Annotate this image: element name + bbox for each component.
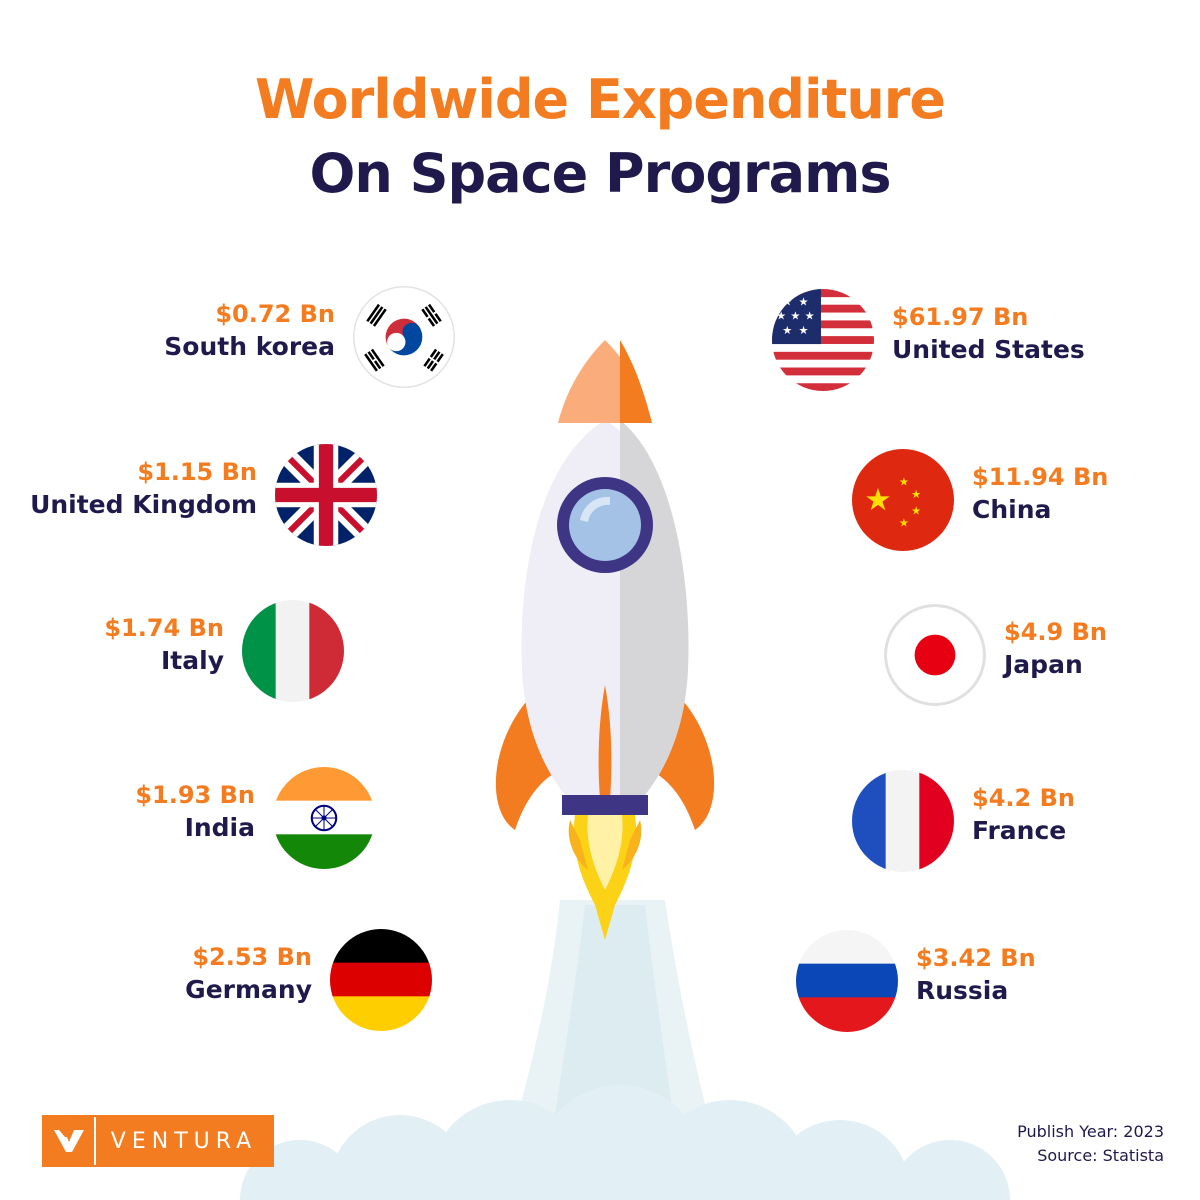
value-label: $1.15 Bn [137, 458, 257, 486]
country-label: India [184, 813, 255, 842]
svg-text:★: ★ [805, 310, 815, 323]
italy-flag-icon [242, 600, 344, 702]
svg-text:★: ★ [899, 476, 909, 489]
entry-france: $4.2 Bn France [852, 766, 1152, 876]
china-flag-icon: ★ ★ ★ ★ ★ [852, 449, 954, 551]
country-label: Italy [161, 646, 224, 675]
entry-south-korea: $0.72 Bn South korea [40, 282, 455, 392]
value-label: $11.94 Bn [972, 463, 1109, 491]
svg-text:★: ★ [799, 324, 809, 337]
value-label: $61.97 Bn [892, 303, 1029, 331]
svg-text:★: ★ [911, 504, 921, 517]
germany-flag-icon [330, 929, 432, 1031]
ventura-v-icon [44, 1117, 94, 1165]
svg-text:★: ★ [799, 295, 809, 308]
india-flag-icon [273, 767, 375, 869]
title-line-2: On Space Programs [309, 142, 891, 205]
svg-text:★: ★ [899, 517, 909, 530]
title-line-1: Worldwide Expenditure [254, 68, 946, 131]
entry-china: ★ ★ ★ ★ ★ $11.94 Bn China [852, 445, 1152, 555]
value-label: $2.53 Bn [192, 943, 312, 971]
entry-germany: $2.53 Bn Germany [30, 925, 432, 1035]
country-label: China [972, 495, 1052, 524]
country-label: United States [892, 335, 1085, 364]
publish-info: Publish Year: 2023 Source: Statista [1017, 1120, 1164, 1168]
value-label: $1.93 Bn [135, 781, 255, 809]
country-label: France [972, 816, 1067, 845]
value-label: $1.74 Bn [104, 614, 224, 642]
source-label: Source: Statista [1037, 1146, 1164, 1165]
svg-text:★: ★ [776, 310, 786, 323]
svg-text:★: ★ [864, 483, 891, 518]
value-label: $0.72 Bn [215, 300, 335, 328]
entry-italy: $1.74 Bn Italy [30, 596, 344, 706]
logo-text: VENTURA [94, 1117, 272, 1165]
usa-flag-icon: ★ ★ ★ ★ ★ ★ ★ [772, 289, 874, 391]
country-label: United Kingdom [30, 490, 257, 519]
country-label: Russia [916, 976, 1009, 1005]
rocket-illustration [495, 340, 715, 940]
svg-text:★: ★ [782, 324, 792, 337]
country-label: Japan [1004, 650, 1083, 679]
svg-text:★: ★ [911, 488, 921, 501]
france-flag-icon [852, 770, 954, 872]
entry-united-states: ★ ★ ★ ★ ★ ★ ★ $61.97 Bn United States [772, 285, 1102, 395]
uk-flag-icon [275, 444, 377, 546]
entry-india: $1.93 Bn India [30, 763, 375, 873]
svg-text:★: ★ [790, 310, 800, 323]
country-label: Germany [185, 975, 312, 1004]
value-label: $4.2 Bn [972, 784, 1075, 812]
value-label: $4.9 Bn [1004, 618, 1107, 646]
ventura-logo: VENTURA [42, 1115, 274, 1167]
japan-flag-icon [884, 604, 986, 706]
entry-japan: $4.9 Bn Japan [884, 600, 1144, 710]
entry-russia: $3.42 Bn Russia [796, 926, 1116, 1036]
publish-year: Publish Year: 2023 [1017, 1122, 1164, 1141]
country-label: South korea [164, 332, 335, 361]
entry-united-kingdom: $1.15 Bn United Kingdom [30, 440, 377, 550]
svg-text:★: ★ [782, 295, 792, 308]
russia-flag-icon [796, 930, 898, 1032]
value-label: $3.42 Bn [916, 944, 1036, 972]
south-korea-flag-icon [353, 286, 455, 388]
